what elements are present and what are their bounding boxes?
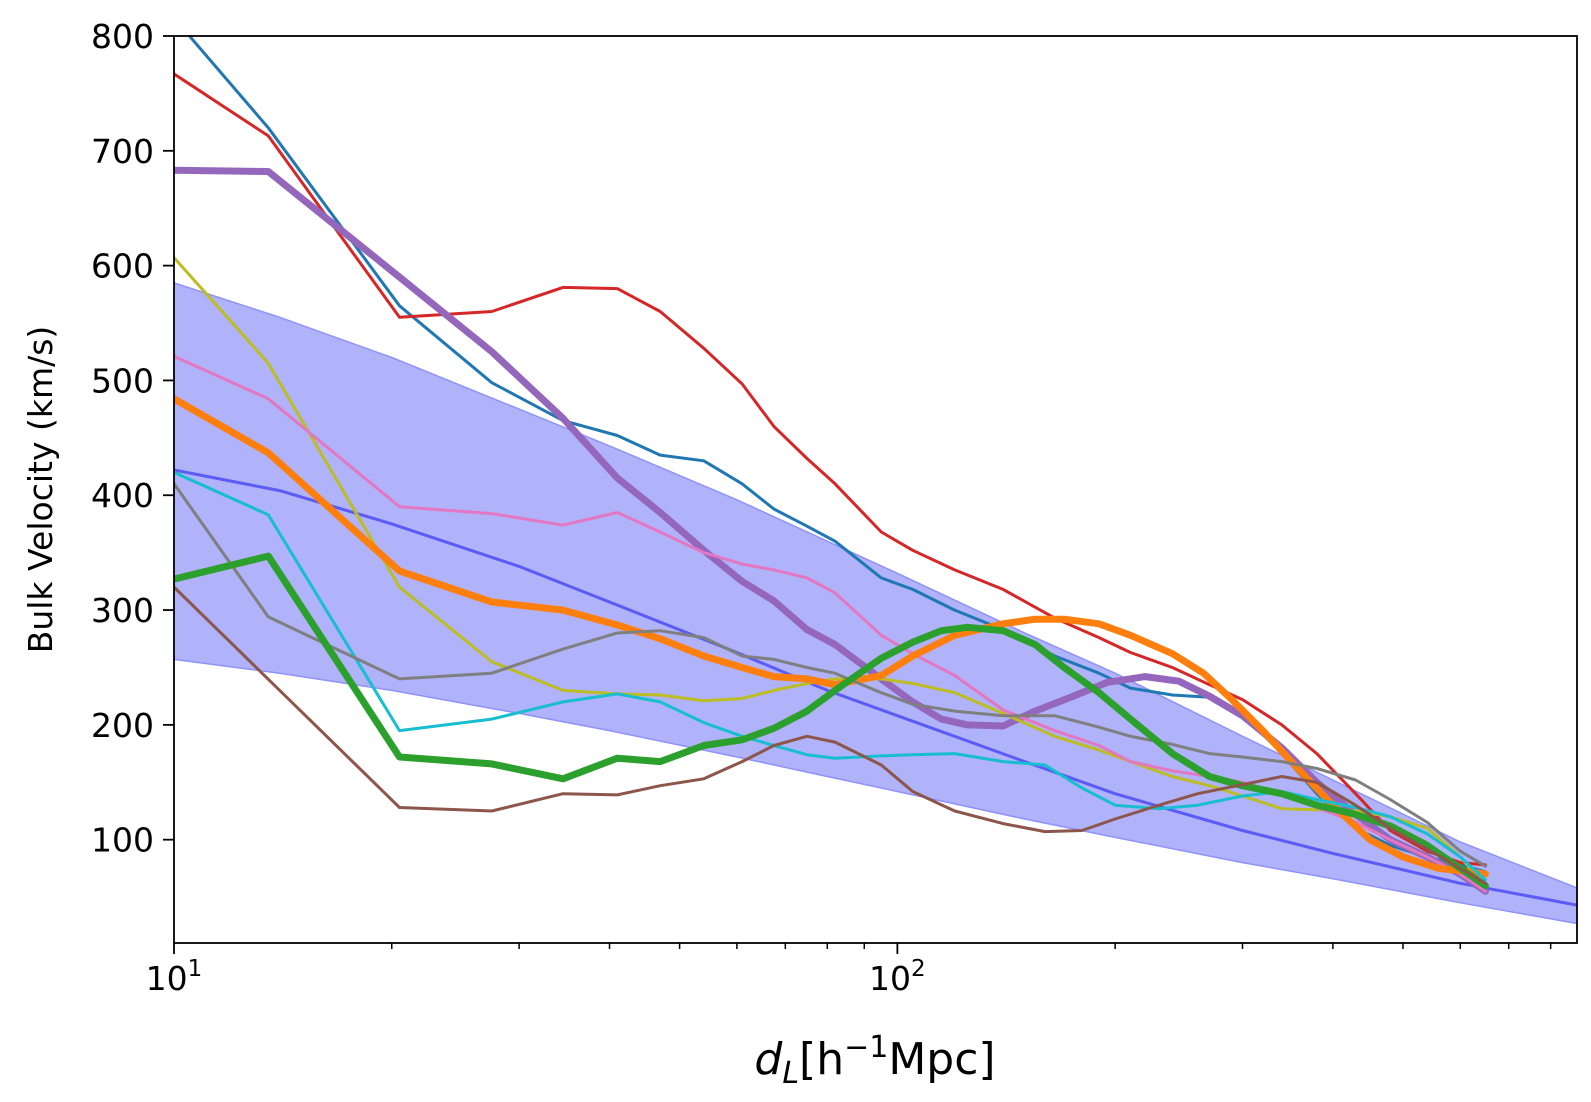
x-tick-label-base: 10 — [869, 959, 911, 998]
series-line-9 — [174, 482, 1487, 868]
x-tick-label: 101 — [146, 956, 203, 998]
y-tick-label: 100 — [91, 821, 154, 860]
y-tick-label: 600 — [91, 247, 154, 286]
band-lower-edge — [174, 658, 1577, 925]
x-axis-label-subscript: L — [782, 1056, 799, 1091]
x-axis-label-bracket: [h — [799, 1034, 844, 1085]
series-line-6 — [174, 354, 1487, 893]
series-line-8 — [174, 470, 1487, 882]
band-upper-edge — [174, 282, 1577, 889]
y-tick-label: 500 — [91, 361, 154, 400]
y-axis-label: Bulk Velocity (km/s) — [21, 326, 60, 654]
series-line-10 — [174, 552, 1489, 890]
x-axis-label-unit: Mpc] — [888, 1034, 995, 1085]
x-axis-label: dL[h−1Mpc] — [754, 1030, 995, 1091]
x-tick-label-exponent: 1 — [188, 956, 203, 982]
band-fill — [174, 282, 1577, 924]
series-line-3 — [174, 72, 1487, 867]
y-tick-label: 700 — [91, 132, 154, 171]
series-lines — [174, 36, 1577, 907]
x-tick-label: 102 — [869, 956, 926, 998]
confidence-band — [174, 282, 1577, 925]
y-tick-label: 800 — [91, 17, 154, 56]
y-axis-ticks: 100 200 300 400 500 600 700 800 — [91, 17, 174, 860]
x-axis-ticks: 101 102 — [146, 943, 1552, 998]
y-tick-label: 400 — [91, 476, 154, 515]
series-line-1 — [174, 468, 1577, 907]
x-tick-label-exponent: 2 — [911, 956, 926, 982]
series-line-11 — [174, 585, 1487, 885]
x-tick-label-base: 10 — [146, 959, 188, 998]
y-tick-label: 300 — [91, 591, 154, 630]
y-tick-label: 200 — [91, 706, 154, 745]
x-axis-label-symbol: d — [754, 1034, 783, 1085]
series-line-7 — [174, 395, 1489, 878]
x-axis-label-superscript: −1 — [844, 1030, 888, 1065]
plot-frame — [173, 35, 1578, 944]
